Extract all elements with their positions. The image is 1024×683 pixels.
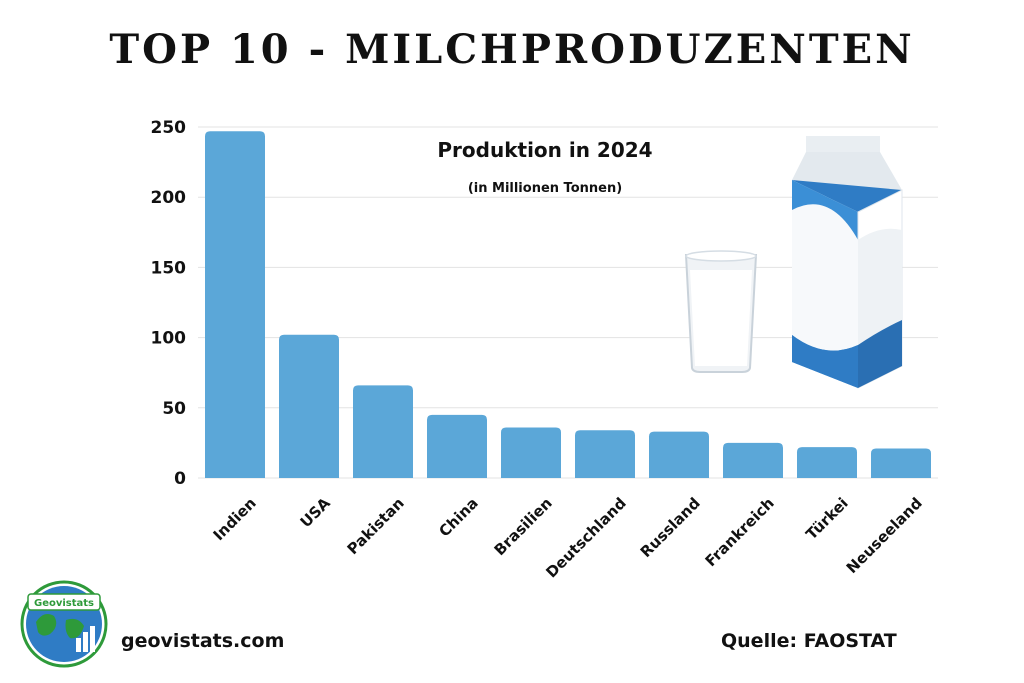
y-tick-label: 100 — [151, 329, 187, 349]
x-tick-label: China — [435, 494, 481, 540]
y-tick-label: 250 — [151, 118, 187, 138]
x-tick-label: Frankreich — [702, 494, 778, 570]
x-tick-label: Deutschland — [542, 494, 629, 581]
geovistats-logo: Geovistats — [20, 580, 108, 668]
x-tick-label: Brasilien — [491, 494, 556, 559]
bar-neuseeland — [871, 448, 931, 478]
bar-russland — [649, 431, 709, 478]
source-label: Quelle: FAOSTAT — [721, 630, 897, 652]
chart-title: TOP 10 - MILCHPRODUZENTEN — [109, 26, 915, 73]
y-tick-label: 150 — [151, 258, 187, 278]
y-tick-label: 0 — [174, 469, 186, 489]
website-label: geovistats.com — [121, 630, 285, 652]
bar-brasilien — [501, 427, 561, 478]
x-tick-label: USA — [297, 494, 334, 531]
bar-pakistan — [353, 385, 413, 478]
x-tick-label: Russland — [637, 494, 704, 561]
milk-carton-icon — [792, 136, 903, 389]
bar-usa — [279, 334, 339, 478]
logo-text: Geovistats — [34, 598, 94, 609]
y-tick-label: 200 — [151, 188, 187, 208]
bar-türkei — [797, 447, 857, 478]
x-tick-label: Indien — [210, 494, 260, 544]
bar-frankreich — [723, 442, 783, 478]
x-tick-label: Pakistan — [344, 494, 408, 558]
bar-chart: 250 200 150 100 50 0 Indien USA Pakistan China Br… — [151, 118, 938, 581]
x-tick-label: Neuseeland — [843, 494, 926, 577]
chart-subtitle: Produktion in 2024 — [437, 138, 653, 162]
milk-illustration — [684, 136, 903, 389]
bar-indien — [205, 131, 265, 478]
bar-deutschland — [575, 430, 635, 478]
x-tick-label: Türkei — [802, 494, 851, 543]
y-tick-label: 50 — [162, 399, 186, 419]
bar-china — [427, 414, 487, 478]
chart-unit-label: (in Millionen Tonnen) — [467, 181, 623, 196]
milk-glass-icon — [684, 250, 758, 373]
